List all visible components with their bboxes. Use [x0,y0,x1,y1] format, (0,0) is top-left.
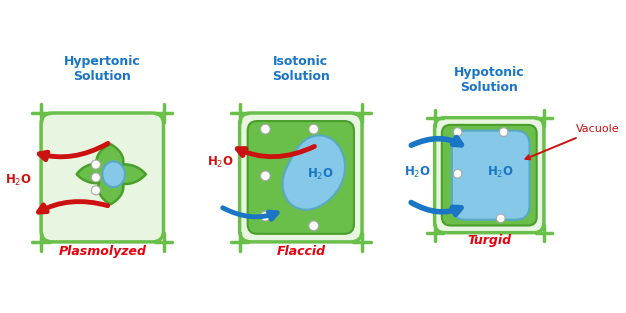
FancyBboxPatch shape [452,131,530,220]
Text: H$_2$O: H$_2$O [5,173,32,188]
FancyBboxPatch shape [240,113,362,242]
Text: Hypotonic
Solution: Hypotonic Solution [454,66,525,94]
Circle shape [260,211,270,221]
Circle shape [453,169,462,178]
Circle shape [260,171,270,181]
Text: Plasmolyzed: Plasmolyzed [58,245,146,258]
FancyBboxPatch shape [434,118,544,233]
Circle shape [309,124,319,134]
FancyArrowPatch shape [39,202,108,212]
FancyArrowPatch shape [237,146,314,157]
Circle shape [309,221,319,231]
Text: H$_2$O: H$_2$O [404,165,431,180]
Text: Isotonic
Solution: Isotonic Solution [272,55,330,83]
Circle shape [453,128,462,136]
Circle shape [496,214,505,223]
Ellipse shape [102,161,125,187]
FancyBboxPatch shape [248,121,354,234]
Circle shape [91,186,100,195]
Text: H$_2$O: H$_2$O [487,165,514,180]
FancyBboxPatch shape [41,113,163,242]
Text: Flaccid: Flaccid [276,245,326,258]
FancyArrowPatch shape [411,137,461,145]
FancyArrowPatch shape [39,143,108,160]
Text: H$_2$O: H$_2$O [307,167,334,182]
Text: Turgid: Turgid [467,234,511,247]
FancyArrowPatch shape [411,203,461,214]
Text: Vacuole: Vacuole [525,124,619,159]
FancyArrowPatch shape [223,208,277,219]
Polygon shape [282,136,345,210]
Circle shape [91,173,100,182]
Circle shape [500,128,508,136]
Text: H$_2$O: H$_2$O [207,155,233,171]
Polygon shape [77,144,146,204]
Circle shape [91,160,100,169]
Text: Hypertonic
Solution: Hypertonic Solution [64,55,141,83]
Circle shape [260,124,270,134]
FancyBboxPatch shape [442,125,536,225]
Circle shape [453,205,462,214]
